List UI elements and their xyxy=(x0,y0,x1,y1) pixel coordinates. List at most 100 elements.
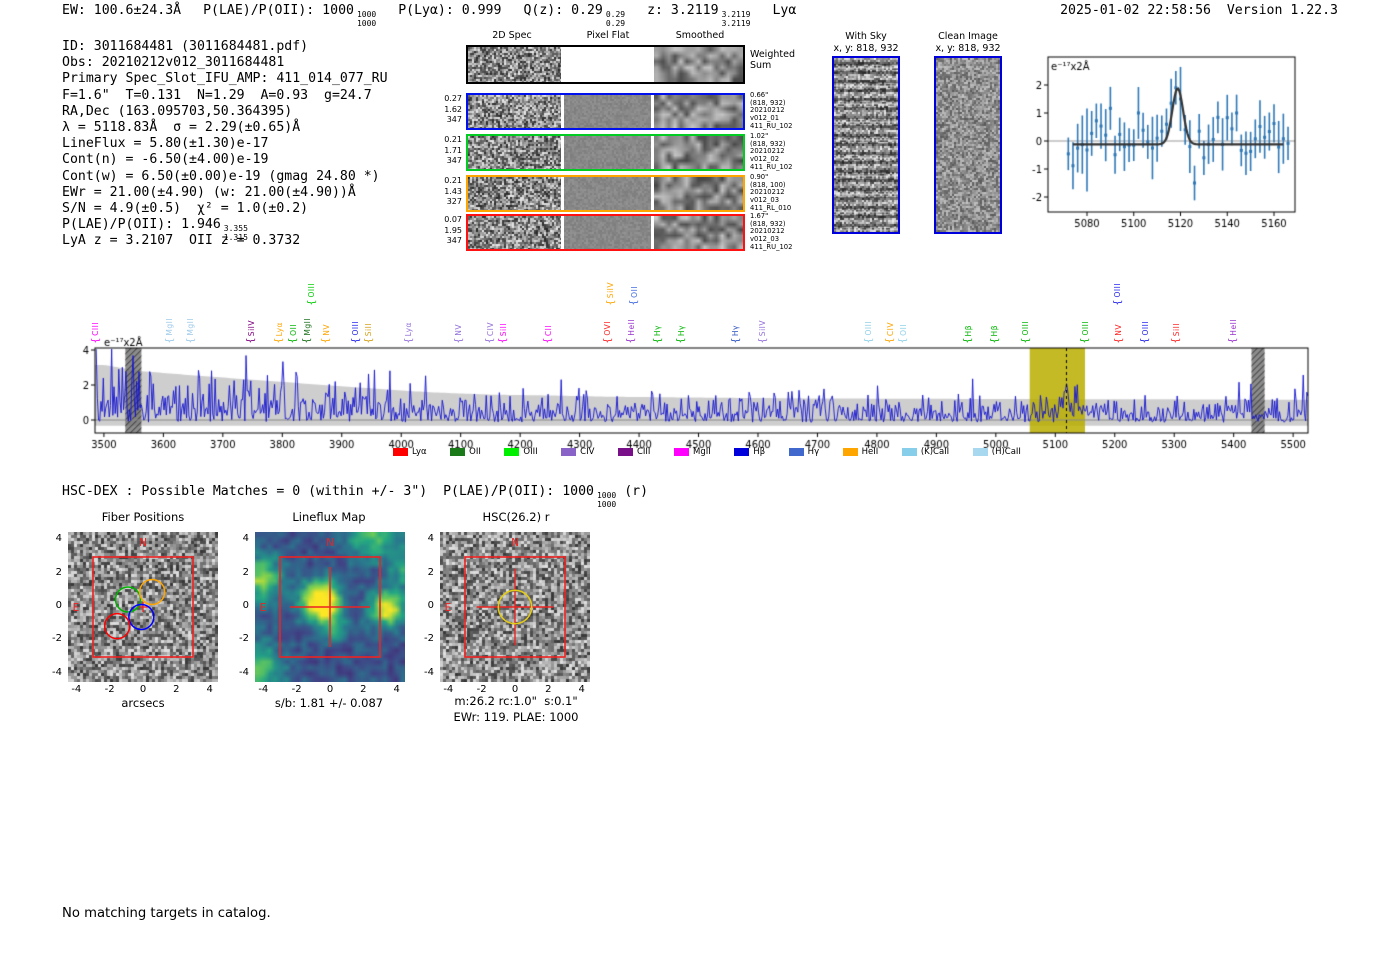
spec2d-left-value: 1.62 xyxy=(444,104,462,114)
cutout-ytick-label: 0 xyxy=(242,600,249,611)
summary-header: EW: 100.6±24.3Å P(LAE)/P(OII): 1000 1000 10… xyxy=(62,3,818,29)
line-marker: SiIV{ xyxy=(756,276,770,344)
cutout-ytick-label: -2 xyxy=(52,633,62,645)
spec2d-noise-image xyxy=(468,95,561,128)
info-line: Cont(w) = 6.50(±0.00)e-19 (gmag 24.80 *) xyxy=(62,169,388,185)
cutout-ytick-label: -2 xyxy=(239,633,249,645)
spec2d-smoothed-image xyxy=(654,95,743,128)
line-marker: OIII{ xyxy=(1111,238,1125,306)
fiber-positions-title: Fiber Positions xyxy=(101,510,185,524)
fraction-bottom: 3.2119 xyxy=(721,18,751,28)
fraction-bottom: 1000 xyxy=(596,499,617,509)
cutout-ytick-label: 4 xyxy=(55,533,62,545)
line-marker-brace: { xyxy=(605,299,617,306)
spec2d-column-title: 2D Spec xyxy=(492,30,532,41)
line-marker-brace: { xyxy=(1112,299,1124,306)
spec2d-row-right-labels: 0.90" (818, 100) 20210212 v012_03 411_RL_010 xyxy=(750,173,791,213)
hsc-cutout-image xyxy=(440,532,590,682)
spec2d-left-value: 1.71 xyxy=(444,145,462,155)
spec2d-right-value: 20210212 xyxy=(750,147,785,156)
line-marker-label: CIV xyxy=(885,321,895,336)
info-line: P(LAE)/P(OII): 1.946 3.355 1.315 xyxy=(62,217,388,242)
header-segment: P(Lyα): 0.999 xyxy=(398,3,502,18)
fraction-top: 3.355 xyxy=(223,224,248,234)
info-line: ID: 3011684481 (3011684481.pdf) xyxy=(62,39,388,55)
spec2d-pixelflat-image xyxy=(564,95,651,128)
report-version: Version 1.22.3 xyxy=(1226,3,1338,18)
cutout-xtick-label: 4 xyxy=(393,684,400,695)
cutout-xtick-label: -2 xyxy=(104,684,115,695)
spec2d-gap xyxy=(561,47,564,82)
withsky-image xyxy=(834,58,898,232)
spec2d-right-value: v012_03 xyxy=(750,196,780,205)
legend-item: OII xyxy=(450,447,481,457)
line-marker-label: OVI xyxy=(603,321,613,336)
cutout-xtick-label: -4 xyxy=(71,684,82,695)
line-marker-label: OIII xyxy=(1021,321,1031,336)
cutout-ytick-label: 2 xyxy=(242,566,249,578)
legend-item: Hγ xyxy=(788,447,819,457)
line-marker: HeII{ xyxy=(1227,276,1241,344)
legend-item: (H)CaII xyxy=(972,447,1021,457)
spec2d-right-value: 411_RU_102 xyxy=(750,242,793,251)
spec2d-left-value: 347 xyxy=(446,156,462,165)
withsky-box xyxy=(832,56,900,234)
spec2d-left-value: 0.21 xyxy=(444,135,462,144)
line-marker-label: SiIV xyxy=(757,319,767,336)
line-marker-label: SiII xyxy=(364,322,374,336)
spec2d-right-value: 20210212 xyxy=(750,106,785,115)
hsc-mag-label: m:26.2 rc:1.0" s:0.1" xyxy=(454,694,578,708)
cutout-ytick-label: 4 xyxy=(242,533,249,545)
info-line: Cont(n) = -6.50(±4.00)e-19 xyxy=(62,152,388,168)
line-marker-label: CIV xyxy=(485,321,495,336)
line-marker-label: OIII xyxy=(864,321,874,336)
legend-item: CIII xyxy=(617,447,650,457)
info-line-text: EWr = 21.00(±4.90) (w: 21.00(±4.90))Å xyxy=(62,184,356,200)
line-marker: MgII{ xyxy=(184,276,198,344)
line-marker: SiIV{ xyxy=(244,276,258,344)
spec2d-row-right-labels: 1.02" (818, 932) 20210212 v012_02 411_RU_102 xyxy=(750,132,792,172)
report-datetime: 2025-01-02 22:58:56 xyxy=(1060,3,1211,18)
clean-image-box xyxy=(934,56,1002,234)
line-marker-label: OIII xyxy=(307,283,317,298)
line-marker: Hβ{ xyxy=(961,276,975,344)
line-marker-label: HeII xyxy=(626,319,636,336)
legend-swatch xyxy=(504,448,520,456)
cutout-ytick-label: 0 xyxy=(427,600,434,611)
line-marker: CIV{ xyxy=(483,276,497,344)
info-line-text: LineFlux = 5.80(±1.30)e-17 xyxy=(62,136,269,152)
cutout-ytick-label: -4 xyxy=(424,666,434,678)
spec2d-left-value: 0.27 xyxy=(444,94,462,103)
spec2d-right-value: 0.90" xyxy=(750,173,769,181)
line-marker: OII{ xyxy=(287,276,301,344)
line-marker-label: SiII xyxy=(1171,322,1181,336)
line-marker: Hγ{ xyxy=(674,276,688,344)
legend-swatch xyxy=(393,448,408,456)
spec2d-noise-image xyxy=(468,47,561,82)
line-marker: Hγ{ xyxy=(729,276,743,344)
info-line-text: LyA z = 3.2107 OII z = 0.3732 xyxy=(62,233,301,249)
stacked-fraction: 3.355 1.315 xyxy=(223,224,248,243)
info-line-text: Primary Spec_Slot_IFU_AMP: 411_014_077_R… xyxy=(62,71,388,87)
fraction-bottom: 1000 xyxy=(356,18,377,28)
line-marker-label: OIII xyxy=(1140,321,1150,336)
spec2d-row-box xyxy=(466,93,745,130)
line-marker: OIII{ xyxy=(1079,276,1093,344)
spec2d-gap xyxy=(651,47,654,82)
info-line-text: Obs: 20210212v012_3011684481 xyxy=(62,55,285,71)
spec2d-right-value: (818, 100) xyxy=(750,180,786,189)
line-marker-label: Lyα xyxy=(404,321,414,336)
stacked-fraction: 1000 1000 xyxy=(356,10,377,29)
lineflux-map-image xyxy=(255,532,405,682)
line-fit-zoom-plot xyxy=(1028,45,1348,235)
header-segment: Lyα xyxy=(772,3,797,18)
legend-swatch xyxy=(901,448,917,456)
cutout-xtick-label: 4 xyxy=(578,684,585,695)
info-line-text: λ = 5118.83Å σ = 2.29(±0.65)Å xyxy=(62,119,301,135)
weighted-sum-label-line: Sum xyxy=(750,60,772,71)
fraction-bottom: 0.29 xyxy=(605,18,626,28)
spec2d-row-left-labels: 0.21 1.71 347 xyxy=(420,135,462,167)
full-spectrum-plot xyxy=(60,335,1350,450)
line-marker: HeII{ xyxy=(624,276,638,344)
header-segment: EW: 100.6±24.3Å xyxy=(62,3,182,18)
